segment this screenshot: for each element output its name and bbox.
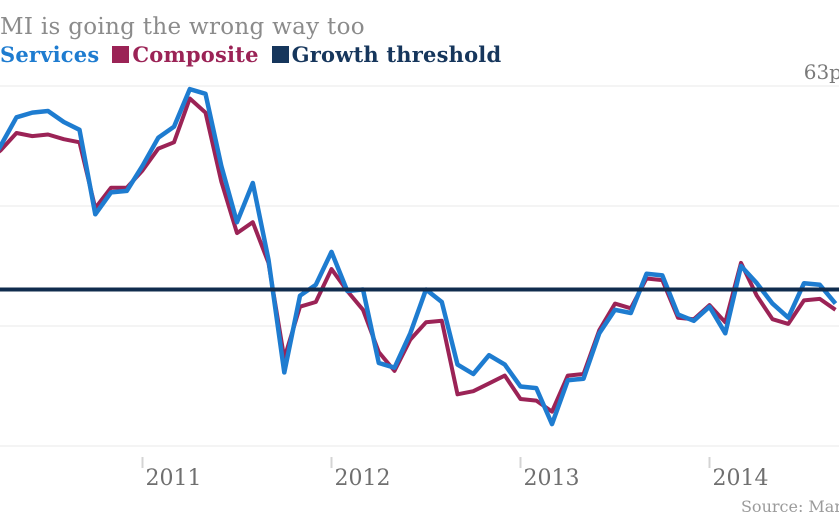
legend-item-services: Services (0, 42, 99, 67)
legend-item-growth-threshold: Growth threshold (271, 42, 502, 67)
legend-label-growth-threshold: Growth threshold (291, 42, 502, 67)
composite-line (0, 96, 837, 414)
legend-swatch-composite (112, 46, 130, 63)
source-attribution: Source: Mar (740, 497, 839, 516)
services-line (0, 86, 838, 427)
legend-swatch-growth-threshold (271, 46, 289, 63)
x-axis-label-2013: 2013 (523, 466, 580, 491)
x-axis-label-2011: 2011 (145, 466, 202, 491)
gridlines (0, 85, 839, 447)
x-axis-label-2012: 2012 (334, 466, 391, 491)
legend-item-composite: Composite (112, 42, 258, 67)
x-axis-label-2014: 2014 (712, 466, 769, 491)
legend-label-services: Services (0, 42, 100, 67)
y-axis-max-label: 63p (803, 60, 839, 84)
x-axis-ticks (141, 457, 711, 468)
chart-title: MI is going the wrong way too (0, 14, 365, 40)
legend: Services Composite Growth threshold (0, 42, 514, 67)
legend-label-composite: Composite (132, 42, 259, 67)
